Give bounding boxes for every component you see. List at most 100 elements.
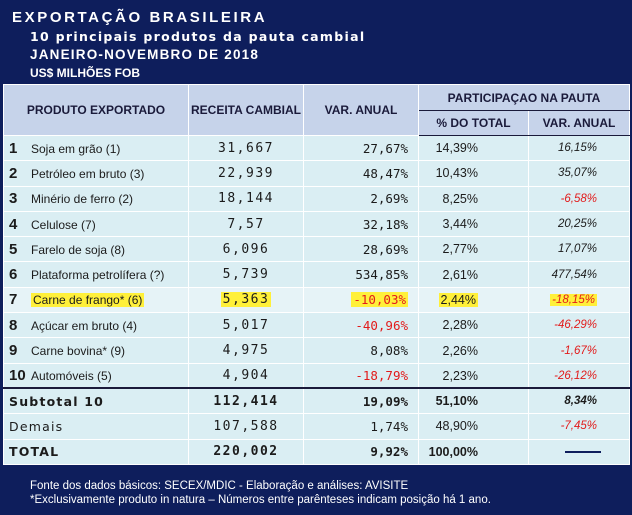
pct-total-value: 3,44% [418,210,529,238]
table-row: 9 Carne bovina* (9) 4,975 8,08% 2,26% -1,67% [3,337,631,364]
var-anual-value: 534,85% [303,261,419,288]
var-anual-value: -40,96% [303,312,419,339]
rank-number: 4 [9,215,18,233]
product-cell: 4 Celulose (7) [3,210,189,238]
table-row: 3 Minério de ferro (2) 18,144 2,69% 8,25% -6,… [3,185,631,212]
product-cell: 3 Minério de ferro (2) [3,185,189,212]
product-name: Soja em grão (1) [31,141,121,156]
pct-total-value: 2,23% [418,362,529,389]
var-anual-value-text: 534,85% [355,267,408,283]
product-name: Açúcar em bruto (4) [31,318,138,333]
receita-value-text: 5,363 [220,292,272,308]
product-name: Farelo de soja (8) [31,242,126,257]
table-row: 1 Soja em grão (1) 31,667 27,67% 14,39% 16,15… [3,134,631,162]
total-pct: 100,00% [418,438,529,465]
receita-value: 4,904 [188,362,304,389]
var-anual-value: 2,69% [303,185,419,212]
var-anual-value: -10,03% [303,286,419,314]
receita-value: 5,017 [188,312,304,339]
var-pauta-value-text: 20,25% [558,218,598,231]
table-row: 4 Celulose (7) 7,57 32,18% 3,44% 20,25% [3,210,631,238]
product-name: Celulose (7) [31,217,96,232]
pct-total-value-text: 14,39% [435,141,478,156]
var-pauta-value-text: -26,12% [554,369,598,382]
product-name: Automóveis (5) [31,369,112,384]
receita-value-text: 5,017 [222,317,270,333]
var-anual-value-text: 27,67% [362,140,408,156]
var-anual-value-text: -10,03% [351,292,408,308]
receita-value: 18,144 [188,185,304,212]
var-anual-value-text: 2,69% [370,191,408,207]
pct-total-value-text: 2,77% [442,242,478,257]
product-cell: 5 Farelo de soja (8) [3,236,189,263]
pct-total-value-text: 8,25% [442,191,478,206]
product-name: Petróleo em bruto (3) [31,166,145,181]
demais-receita: 107,588 [188,413,304,440]
subtotal-row: Subtotal 10 112,414 19,09% 51,10% 8,34% [3,387,631,415]
var-anual-value: 32,18% [303,210,419,238]
pct-total-value-text: 2,61% [442,267,478,282]
footnote: *Exclusivamente produto in natura – Núme… [30,494,491,506]
product-cell: 2 Petróleo em bruto (3) [3,160,189,187]
pct-total-value: 14,39% [418,134,529,162]
product-cell: 6 Plataforma petrolífera (?) [3,261,189,288]
subtotal-label: Subtotal 10 [3,387,189,415]
pct-total-value: 8,25% [418,185,529,212]
pct-total-value-text: 3,44% [442,217,478,232]
var-anual-value-text: -18,79% [355,368,408,384]
var-anual-value-text: 32,18% [362,216,408,232]
var-pauta-value-text: -18,15% [550,293,598,306]
total-var: 9,92% [303,438,419,465]
pct-total-value: 2,61% [418,261,529,288]
export-table: PRODUTO EXPORTADO RECEITA CAMBIAL VAR. A… [3,84,631,465]
var-pauta-value: -18,15% [527,286,631,314]
var-pauta-value: 477,54% [527,261,631,288]
demais-label: Demais [3,413,189,440]
rank-number: 6 [9,266,18,284]
pct-total-value-text: 2,28% [442,318,478,333]
col-var-anual-sub: VAR. ANUAL [527,110,631,136]
receita-value-text: 4,904 [222,368,270,384]
source-note: Fonte dos dados básicos: SECEX/MDIC - El… [30,480,409,492]
rank-number: 3 [9,190,18,208]
var-anual-value: -18,79% [303,362,419,389]
title: EXPORTAÇÃO BRASILEIRA [12,9,268,26]
pct-total-value-text: 2,44% [438,292,478,307]
pct-total-value: 10,43% [418,160,529,187]
pct-total-value: 2,44% [418,286,529,314]
receita-value: 4,975 [188,337,304,364]
receita-value: 5,363 [188,286,304,314]
col-var-anual: VAR. ANUAL [303,84,419,136]
receita-value-text: 4,975 [222,343,270,359]
receita-value: 5,739 [188,261,304,288]
receita-value: 7,57 [188,210,304,238]
unit-label: US$ MILHÕES FOB [30,66,141,80]
var-pauta-value: -6,58% [527,185,631,212]
var-anual-value-text: 28,69% [362,241,408,257]
var-anual-value: 48,47% [303,160,419,187]
var-pauta-value: -26,12% [527,362,631,389]
rank-number: 9 [9,342,18,360]
var-pauta-value-text: -6,58% [560,192,598,205]
var-pauta-value: -46,29% [527,312,631,339]
demais-var: 1,74% [303,413,419,440]
product-cell: 1 Soja em grão (1) [3,134,189,162]
pct-total-value: 2,28% [418,312,529,339]
pct-total-value-text: 2,23% [442,368,478,383]
var-pauta-value: 16,15% [527,134,631,162]
col-receita: RECEITA CAMBIAL [188,84,304,136]
pct-total-value-text: 2,26% [442,343,478,358]
demais-varp: -7,45% [527,413,631,440]
var-pauta-value: 35,07% [527,160,631,187]
table-row: 10 Automóveis (5) 4,904 -18,79% 2,23% -26,12% [3,362,631,389]
subtotal-var: 19,09% [303,387,419,415]
var-pauta-value-text: -1,67% [560,344,598,357]
var-pauta-value: -1,67% [527,337,631,364]
col-pct-total: % DO TOTAL [418,110,529,136]
receita-value-text: 18,144 [218,191,274,207]
rank-number: 5 [9,240,18,258]
table-row: 6 Plataforma petrolífera (?) 5,739 534,85% 2… [3,261,631,288]
subtotal-varp: 8,34% [527,387,631,415]
table-row: 5 Farelo de soja (8) 6,096 28,69% 2,77% 17,07… [3,236,631,263]
pct-total-value: 2,77% [418,236,529,263]
